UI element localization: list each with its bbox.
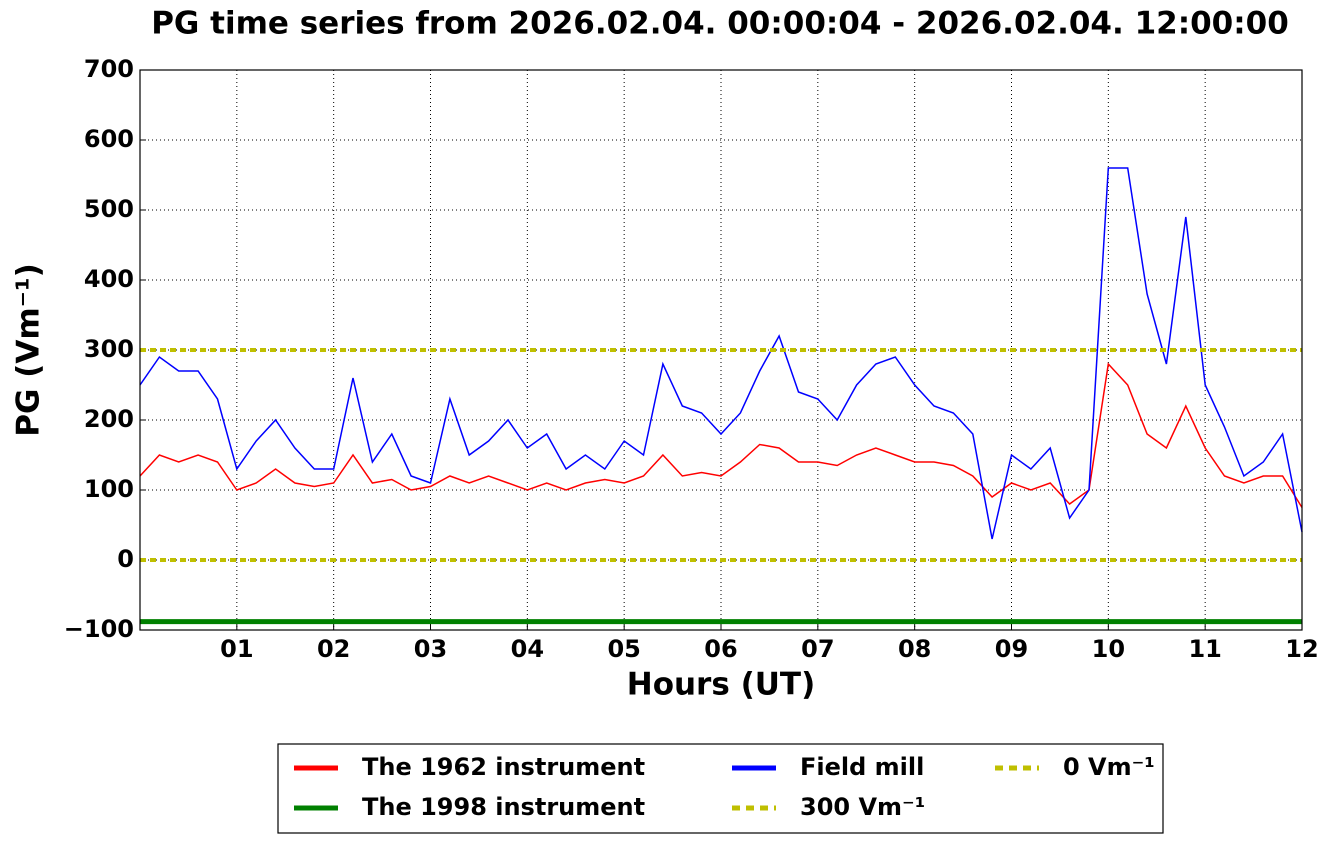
plot-frame — [139, 69, 1303, 631]
x-tick-label: 09 — [995, 635, 1028, 663]
x-tick-label: 05 — [607, 635, 640, 663]
x-tick-label: 01 — [220, 635, 253, 663]
chart-title: PG time series from 2026.02.04. 00:00:04… — [151, 6, 1289, 42]
x-tick-label: 11 — [1188, 635, 1221, 663]
legend-label: 0 Vm⁻¹ — [1063, 753, 1155, 781]
y-tick-label: 0 — [117, 545, 134, 573]
y-tick-label: 400 — [84, 265, 134, 293]
legend-box — [277, 743, 1164, 834]
x-tick-label: 06 — [704, 635, 737, 663]
legend-label: The 1962 instrument — [362, 753, 645, 781]
x-tick-label: 03 — [414, 635, 447, 663]
x-axis-label: Hours (UT) — [627, 667, 816, 703]
legend-label: 300 Vm⁻¹ — [800, 793, 925, 821]
y-tick-label: 700 — [84, 55, 134, 83]
y-tick-label: 500 — [84, 195, 134, 223]
y-tick-label: 600 — [84, 125, 134, 153]
x-tick-label: 07 — [801, 635, 834, 663]
y-tick-label: 200 — [84, 405, 134, 433]
y-tick-label: 300 — [84, 335, 134, 363]
x-tick-label: 10 — [1092, 635, 1125, 663]
x-tick-label: 04 — [511, 635, 544, 663]
series-line — [139, 362, 1303, 508]
y-tick-label: 100 — [84, 475, 134, 503]
series-line — [139, 167, 1303, 540]
x-tick-label: 08 — [898, 635, 931, 663]
x-tick-label: 12 — [1285, 635, 1318, 663]
x-tick-label: 02 — [317, 635, 350, 663]
y-axis-label: PG (Vm⁻¹) — [11, 263, 47, 437]
legend-label: Field mill — [800, 753, 924, 781]
legend-label: The 1998 instrument — [362, 793, 645, 821]
y-tick-label: −100 — [64, 615, 134, 643]
